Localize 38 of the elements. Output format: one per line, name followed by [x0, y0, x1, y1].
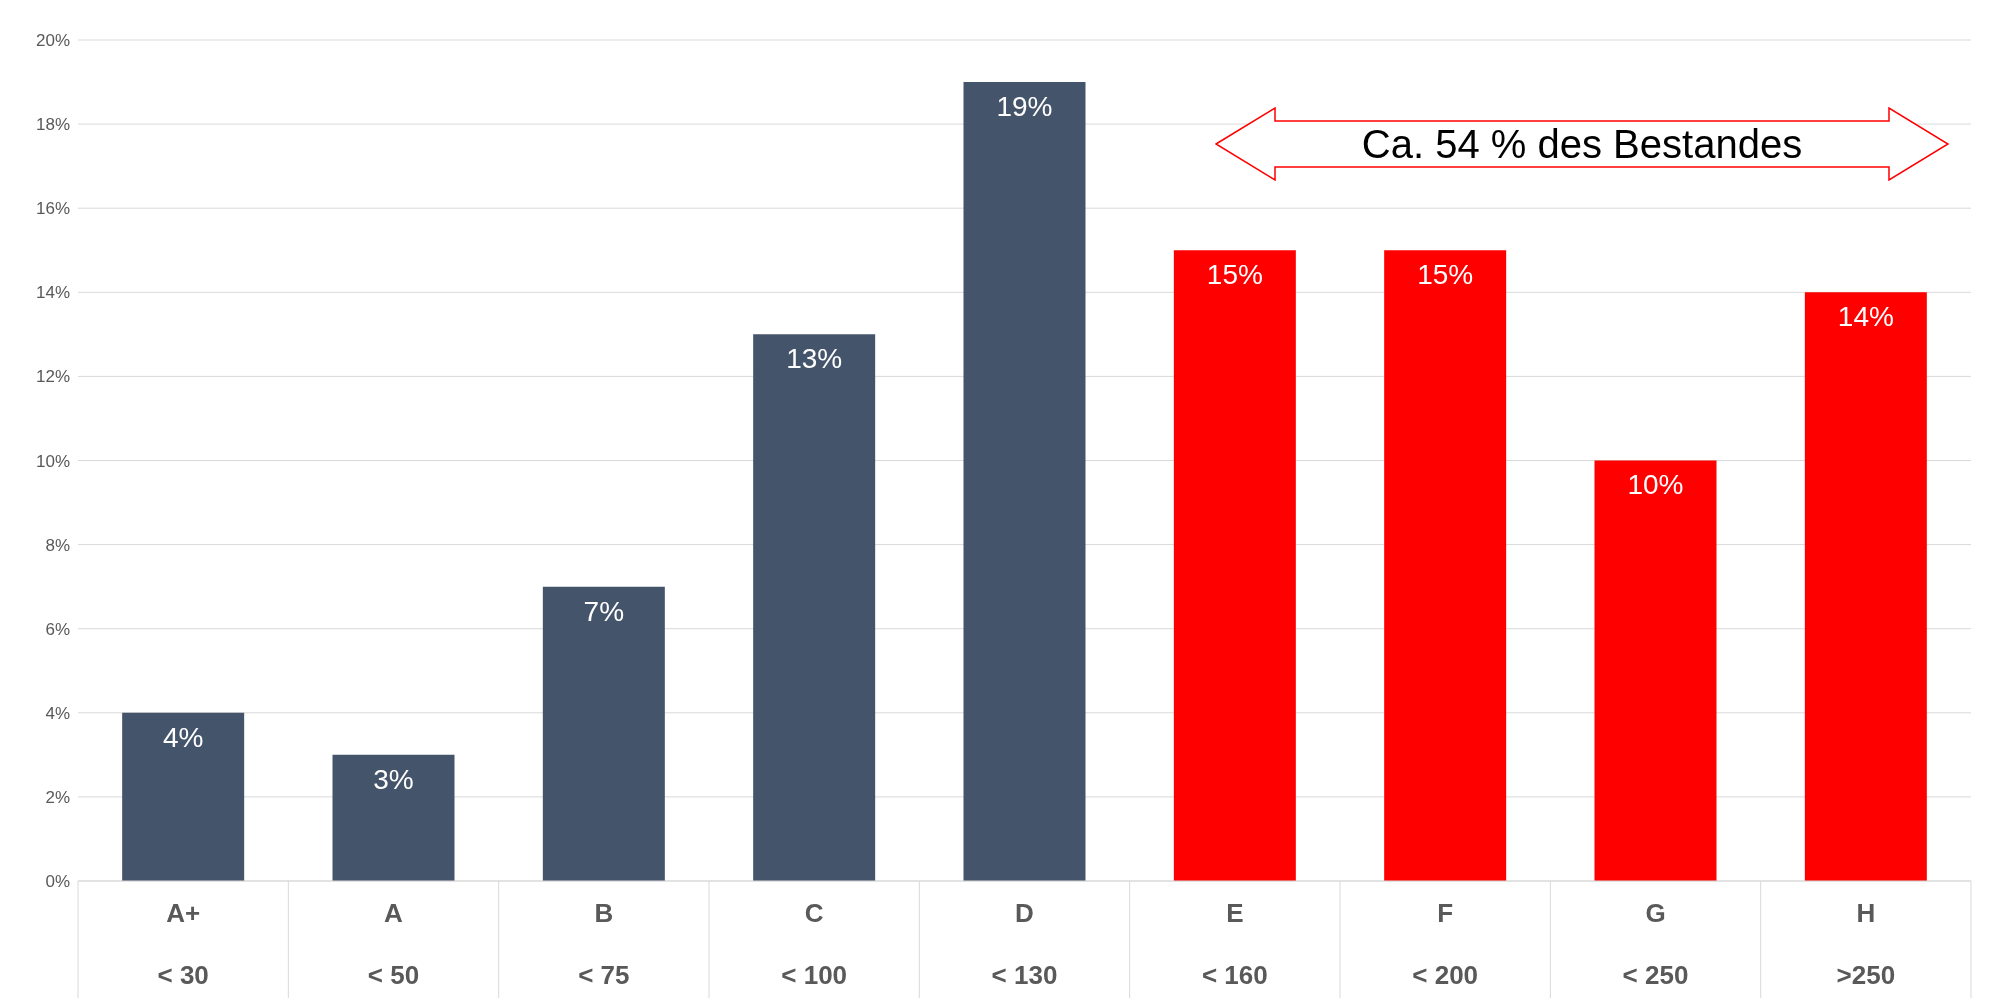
- category-label: B < 75: [578, 898, 630, 990]
- data-label: 15%: [1206, 259, 1263, 291]
- data-label: 19%: [996, 90, 1053, 122]
- data-label: 3%: [373, 763, 414, 795]
- data-label: 15%: [1417, 259, 1474, 291]
- bar: [122, 712, 245, 881]
- bar: [1384, 250, 1507, 881]
- y-tick-label: 14%: [35, 283, 70, 303]
- category-label: A+ < 30: [157, 898, 209, 990]
- y-tick-label: 2%: [45, 787, 70, 807]
- data-label: 13%: [786, 343, 843, 375]
- y-tick-label: 10%: [35, 451, 70, 471]
- bar: [963, 82, 1086, 881]
- data-label: 14%: [1837, 301, 1894, 333]
- category-label: G < 250: [1622, 898, 1689, 990]
- category-label: C < 100: [781, 898, 848, 990]
- y-tick-label: 6%: [45, 619, 70, 639]
- y-tick-label: 18%: [35, 115, 70, 135]
- y-tick-label: 8%: [45, 535, 70, 555]
- category-label: E < 160: [1201, 898, 1268, 990]
- y-tick-label: 0%: [45, 872, 70, 892]
- data-label: 4%: [162, 721, 204, 753]
- bar: [332, 754, 455, 881]
- data-label: 10%: [1627, 469, 1684, 501]
- y-tick-label: 20%: [35, 31, 70, 51]
- category-label: H >250: [1836, 898, 1896, 990]
- bar: [542, 586, 665, 881]
- category-label: F < 200: [1412, 898, 1479, 990]
- bar: [753, 334, 876, 881]
- y-tick-label: 12%: [35, 367, 70, 387]
- category-label: D < 130: [991, 898, 1058, 990]
- bar: [1594, 460, 1717, 881]
- bar: [1173, 250, 1296, 881]
- y-tick-label: 16%: [35, 199, 70, 219]
- y-tick-label: 4%: [45, 703, 70, 723]
- bar: [1804, 292, 1927, 881]
- data-label: 7%: [583, 595, 625, 627]
- category-label: A < 50: [367, 898, 420, 990]
